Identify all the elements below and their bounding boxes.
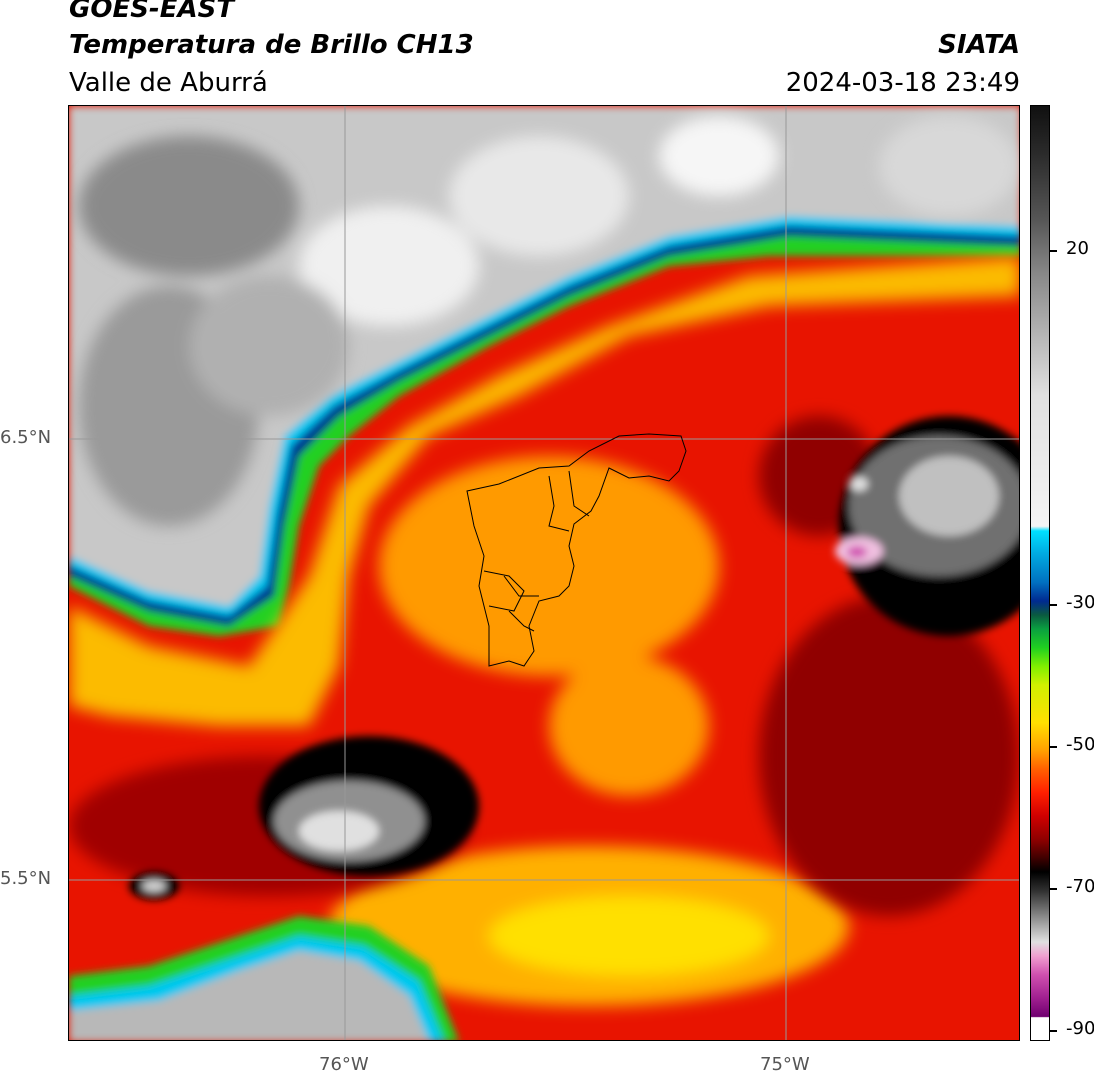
convective-cell-west (129, 736, 479, 900)
cb-tick-neg50 (1050, 746, 1057, 748)
title-satellite: GOES-EAST (69, 0, 235, 24)
colorbar (1030, 105, 1050, 1041)
clear-sky-texture (79, 116, 1019, 526)
transition-band (69, 256, 1019, 726)
title-brand: SIATA (938, 30, 1020, 60)
lon-tick-75: 75°W (760, 1054, 810, 1075)
clear-sky-south (69, 916, 459, 1040)
clear-sky-north (69, 106, 1019, 636)
convective-cell-east (835, 416, 1019, 636)
cb-tick-neg30 (1050, 604, 1057, 606)
lon-tick-76: 76°W (319, 1054, 369, 1075)
cb-tick-neg90 (1050, 1030, 1057, 1032)
satellite-map[interactable] (68, 105, 1020, 1041)
orange-core (329, 456, 849, 1006)
cb-label-neg70: -70 (1066, 876, 1094, 897)
title-datetime: 2024-03-18 23:49 (785, 68, 1020, 98)
title-product: Temperatura de Brillo CH13 (69, 30, 474, 60)
cb-label-neg90: -90 (1066, 1018, 1094, 1039)
cb-label-neg50: -50 (1066, 734, 1094, 755)
cb-label-neg30: -30 (1066, 592, 1094, 613)
cb-label-20: 20 (1066, 238, 1089, 259)
cb-tick-20 (1050, 250, 1057, 252)
cb-tick-neg70 (1050, 888, 1057, 890)
lat-tick-5-5: 5.5°N (0, 868, 52, 889)
aburra-boundaries (466, 433, 687, 667)
map-canvas (69, 106, 1019, 1040)
title-region: Valle de Aburrá (69, 68, 268, 98)
lat-tick-6-5: 6.5°N (0, 427, 52, 448)
